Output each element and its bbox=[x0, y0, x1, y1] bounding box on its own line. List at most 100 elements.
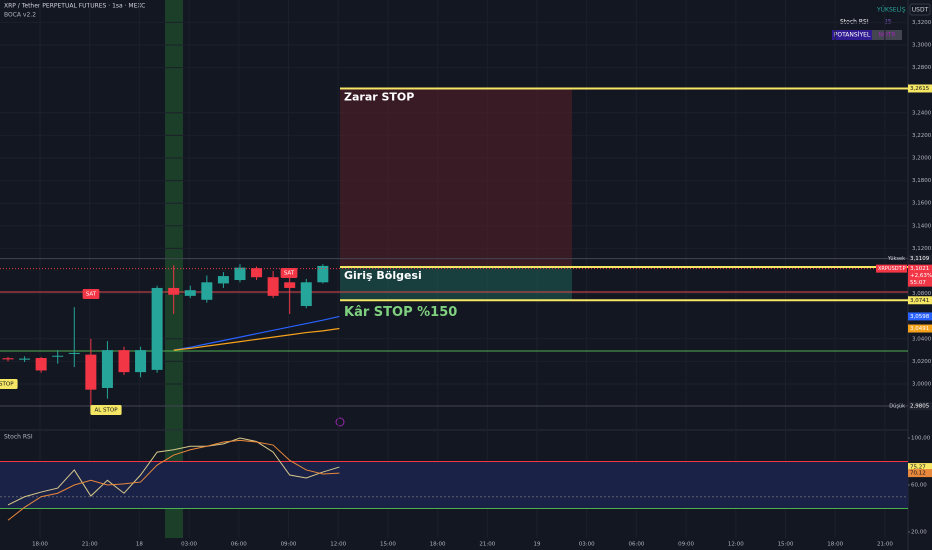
candle-body bbox=[151, 287, 163, 370]
price-tag bbox=[908, 264, 932, 287]
rsi-value-label: 75,27 bbox=[910, 465, 926, 471]
x-tick-label: 18:00 bbox=[827, 542, 843, 548]
candle-body bbox=[284, 282, 296, 288]
change-label: +2,63% bbox=[910, 273, 932, 279]
y-tick-label: 3,3200 bbox=[912, 20, 932, 26]
x-tick-label: 03:00 bbox=[579, 542, 595, 548]
x-tick-label: 18:00 bbox=[430, 542, 446, 548]
candle-body bbox=[85, 354, 97, 390]
strategy-label: 3,2615 bbox=[910, 86, 930, 92]
candle-body bbox=[19, 358, 31, 360]
event-icon bbox=[335, 417, 345, 427]
chart-title: XRP / Tether PERPETUAL FUTURES · 1sa · M… bbox=[4, 3, 145, 10]
countdown-label: 55:07 bbox=[910, 280, 926, 286]
extreme-label: 2,9805 bbox=[910, 404, 930, 410]
y-tick-label: 3,2400 bbox=[912, 110, 932, 116]
signal-label: AL STOP bbox=[0, 382, 14, 388]
entry-zone bbox=[340, 267, 572, 301]
extreme-name: Düşük bbox=[889, 404, 905, 410]
x-tick-label: 09:00 bbox=[678, 542, 694, 548]
y-tick-label: 3,1400 bbox=[912, 223, 932, 229]
loss-zone bbox=[340, 88, 572, 268]
currency-box[interactable] bbox=[909, 3, 931, 16]
y-tick-label: 3,0400 bbox=[912, 336, 932, 342]
x-tick-label: 03:00 bbox=[181, 542, 197, 548]
x-tick-label: 19 bbox=[534, 542, 541, 548]
x-tick-label: 18:00 bbox=[32, 542, 48, 548]
x-tick-label: 21:00 bbox=[479, 542, 495, 548]
x-tick-label: 21:00 bbox=[82, 542, 98, 548]
strategy-name: Giriş Bölgesi bbox=[344, 269, 422, 282]
strategy-tag bbox=[908, 296, 932, 305]
x-tick-label: 18 bbox=[136, 542, 143, 548]
candle-body bbox=[317, 265, 329, 283]
rsi-tag bbox=[908, 469, 932, 478]
x-tick-label: 21:00 bbox=[877, 542, 893, 548]
y-tick-label: 3,0200 bbox=[912, 359, 932, 365]
candle-body bbox=[2, 358, 14, 360]
candle-body bbox=[300, 282, 312, 307]
signal-label: SAT bbox=[86, 292, 97, 298]
y-tick-label: 3,0800 bbox=[912, 291, 932, 297]
signal-box bbox=[82, 289, 100, 299]
y-tick-label: 3,0000 bbox=[912, 382, 932, 388]
extreme-name: Yüksek bbox=[887, 256, 905, 262]
candle-body bbox=[101, 350, 113, 388]
signal-label: AL STOP bbox=[94, 408, 118, 414]
rsi-value-label: 70,12 bbox=[910, 471, 926, 477]
moving-average bbox=[173, 327, 340, 351]
symbol-tag bbox=[876, 264, 907, 273]
extreme-label: 3,1109 bbox=[910, 256, 930, 262]
moving-average bbox=[173, 315, 340, 351]
state-label: NOTR bbox=[878, 32, 895, 39]
y-tick-label: 3,1800 bbox=[912, 178, 932, 184]
y-tick-label: 3,2800 bbox=[912, 65, 932, 71]
candle-body bbox=[52, 355, 64, 357]
rsi-band bbox=[0, 461, 908, 509]
ma-tag bbox=[908, 312, 932, 321]
x-tick-label: 06:00 bbox=[231, 542, 247, 548]
rsi-title: Stoch RSI bbox=[4, 434, 33, 441]
candle-body bbox=[68, 352, 80, 354]
trend-label: YÜKSELİŞ bbox=[876, 7, 906, 14]
rsi-line bbox=[7, 439, 340, 521]
y-tick-label: 3,2200 bbox=[912, 133, 932, 139]
candle-body bbox=[217, 276, 229, 284]
x-tick-label: 12:00 bbox=[330, 542, 346, 548]
potential-label: POTANSİYEL bbox=[834, 32, 871, 39]
strategy-name: Kâr STOP %150 bbox=[344, 305, 457, 320]
signal-box bbox=[90, 405, 122, 415]
candle-body bbox=[35, 358, 47, 371]
signal-box bbox=[0, 379, 18, 389]
candle-body bbox=[168, 287, 180, 295]
y-tick-label: 3,3000 bbox=[912, 42, 932, 48]
state-box bbox=[872, 30, 902, 40]
candle-body bbox=[234, 267, 246, 281]
candle-body bbox=[135, 350, 147, 373]
x-tick-label: 15:00 bbox=[380, 542, 396, 548]
indicator-name: BOCA v2.2 bbox=[4, 12, 36, 19]
candle-body bbox=[267, 277, 279, 296]
currency-label[interactable]: USDT bbox=[912, 7, 929, 14]
rsi-tag bbox=[908, 463, 932, 472]
extreme-tag bbox=[908, 254, 932, 263]
rsi-tick-label: 100,00 bbox=[911, 435, 931, 441]
rsi-line bbox=[7, 437, 340, 506]
strategy-name: Zarar STOP bbox=[344, 90, 414, 103]
strategy-label: 3,0741 bbox=[910, 298, 929, 304]
y-tick-label: 3,1600 bbox=[912, 201, 932, 207]
signal-label: SAT bbox=[284, 271, 295, 277]
y-tick-label: 3,2000 bbox=[912, 155, 932, 161]
rsi-tick-label: 60,00 bbox=[911, 482, 927, 488]
y-tick-label: 3,1200 bbox=[912, 246, 932, 252]
candle-body bbox=[184, 290, 196, 296]
price-label: 3,1021 bbox=[910, 266, 929, 272]
symbol-label: XRPUSDT.P bbox=[878, 266, 906, 272]
strategy-tag bbox=[908, 84, 932, 93]
rsi-tick-label: 20,00 bbox=[911, 530, 927, 536]
x-tick-label: 09:00 bbox=[281, 542, 297, 548]
potential-box bbox=[832, 30, 872, 40]
candle-body bbox=[201, 282, 213, 300]
